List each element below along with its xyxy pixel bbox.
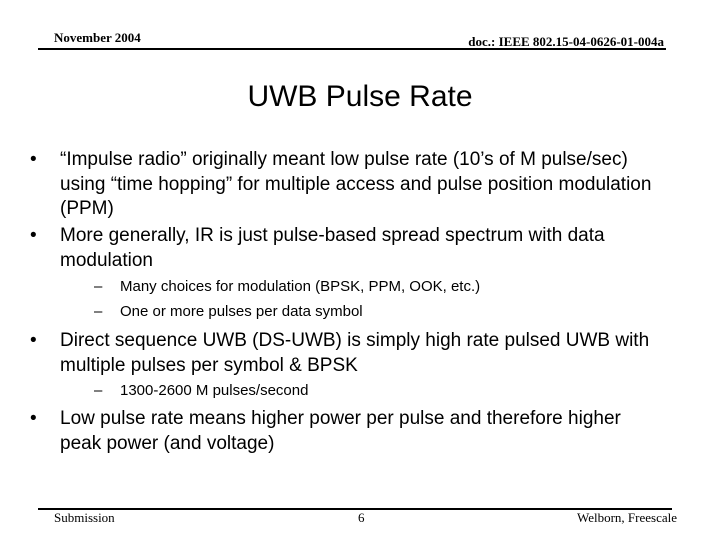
footer-rule	[38, 508, 672, 510]
header-doc-id: doc.: IEEE 802.15-04-0626-01-004a	[468, 34, 664, 49]
sub-bullet-text: One or more pulses per data symbol	[120, 303, 363, 320]
sub-marker: –	[94, 303, 103, 320]
bullet-text: Direct sequence UWB (DS-UWB) is simply h…	[60, 330, 650, 376]
footer-submission: Submission	[54, 510, 115, 525]
footer-author: Welborn, Freescale	[576, 510, 677, 525]
sub-marker: –	[94, 278, 103, 295]
header-date: November 2004	[54, 30, 141, 45]
bullet-marker: •	[30, 330, 37, 351]
bullet-marker: •	[30, 408, 37, 429]
bullet-marker: •	[30, 149, 37, 170]
bullet-text: “Impulse radio” originally meant low pul…	[60, 149, 652, 219]
sub-bullet-text: 1300-2600 M pulses/second	[120, 382, 309, 399]
bullet-2: • More generally, IR is just pulse-based …	[30, 224, 660, 273]
sub-marker: –	[94, 382, 103, 399]
sub-bullet: – Many choices for modulation (BPSK, PPM,…	[94, 275, 654, 299]
bullet-marker: •	[30, 225, 37, 246]
page-number: 6	[358, 510, 365, 525]
bullet-3: • Direct sequence UWB (DS-UWB) is simply …	[30, 329, 660, 378]
slide-title: UWB Pulse Rate	[247, 80, 473, 113]
sub-bullet-text: Many choices for modulation (BPSK, PPM, …	[120, 278, 481, 295]
bullet-text: Low pulse rate means higher power per pu…	[60, 408, 621, 454]
sub-bullet: – One or more pulses per data symbol	[94, 300, 654, 324]
bullet-4: • Low pulse rate means higher power per p…	[30, 407, 660, 456]
bullet-text: More generally, IR is just pulse-based s…	[60, 225, 605, 271]
bullet-1: • “Impulse radio” originally meant low pu…	[30, 148, 660, 222]
sub-bullet: –1300-2600 M pulses/second	[94, 379, 654, 403]
header-rule	[38, 48, 666, 50]
